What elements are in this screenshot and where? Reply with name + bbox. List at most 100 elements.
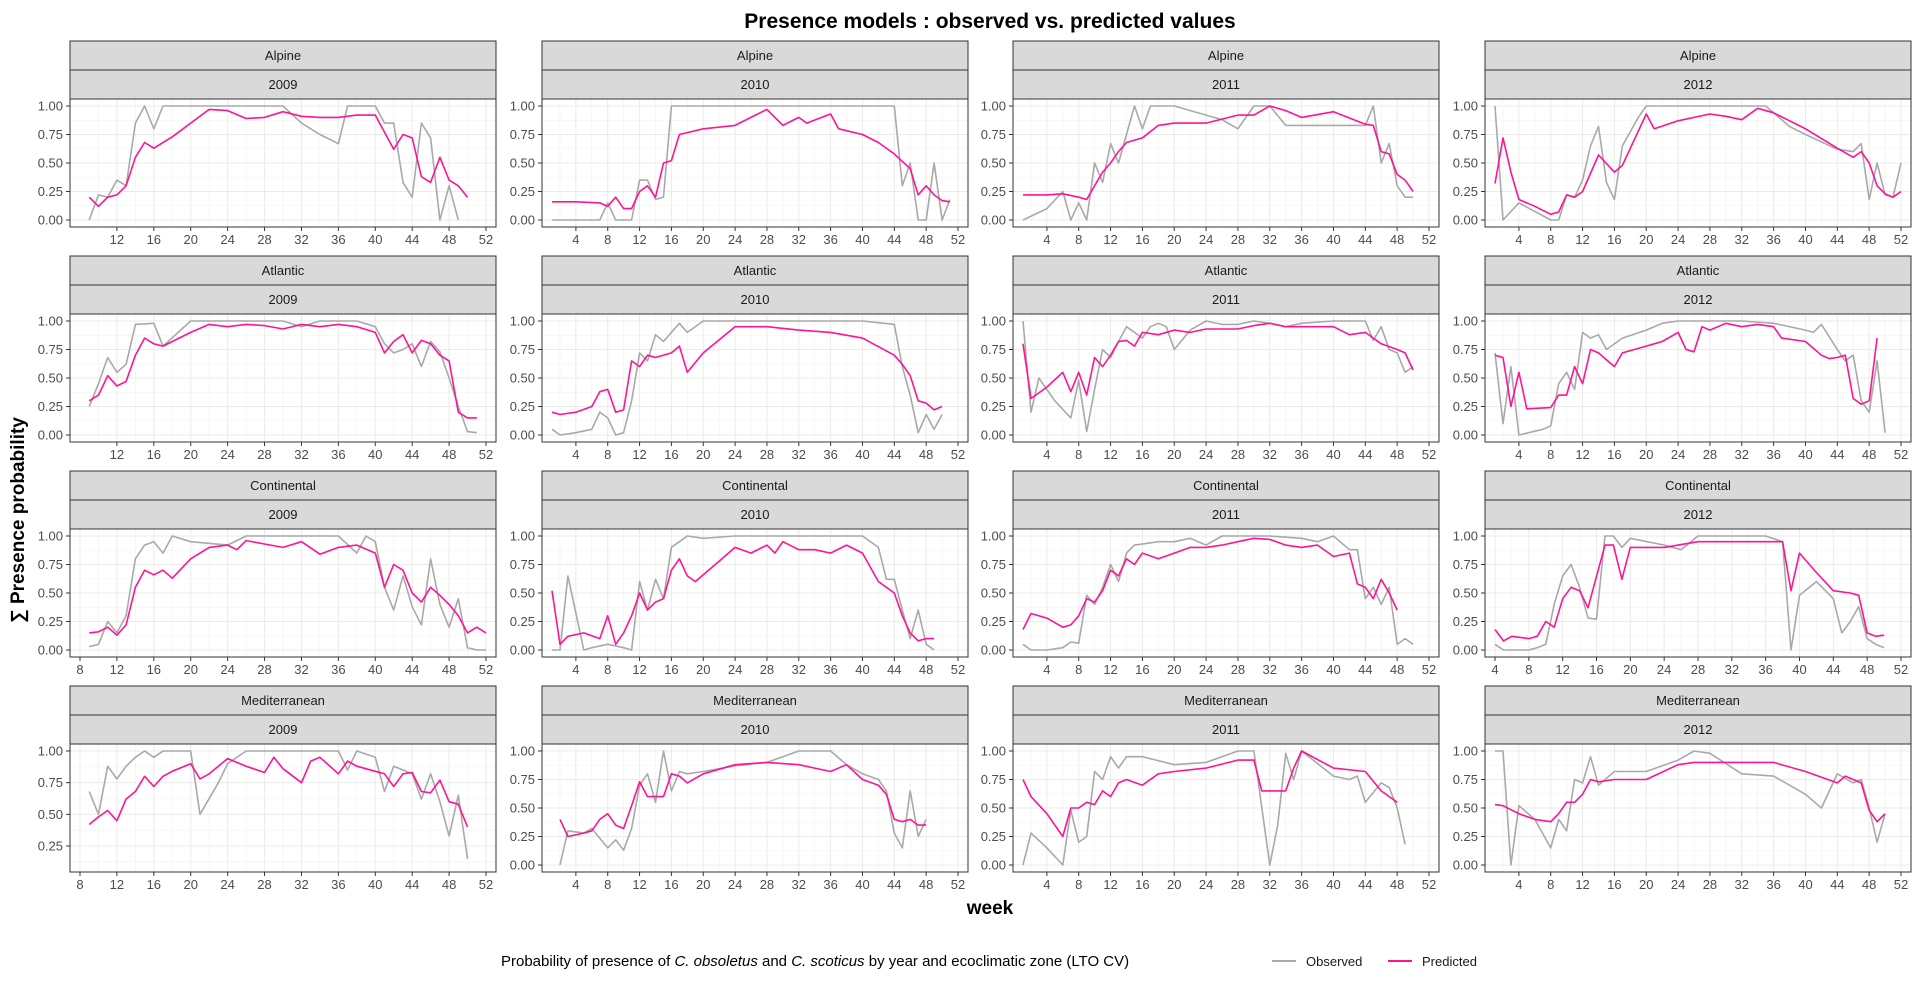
x-tick-label: 24 [728, 447, 742, 462]
x-tick-label: 36 [1758, 662, 1772, 677]
x-tick-label: 32 [1263, 662, 1277, 677]
strip-year-label: 2011 [1212, 722, 1240, 737]
observed-line [1495, 750, 1886, 866]
x-tick-label: 8 [1547, 232, 1554, 247]
x-tick-label: 52 [1422, 232, 1436, 247]
strip-zone [541, 40, 969, 71]
x-tick-label: 40 [1798, 232, 1812, 247]
x-tick-label: 32 [792, 662, 806, 677]
y-tick-label: 0.50 [38, 371, 63, 386]
x-tick-label: 28 [257, 447, 271, 462]
y-tick-label: 0.00 [1453, 643, 1478, 658]
x-tick-label: 28 [1703, 232, 1717, 247]
y-tick-label: 0.25 [981, 829, 1006, 844]
strip-year-label: 2009 [269, 292, 298, 307]
y-tick-label: 0.75 [981, 342, 1006, 357]
y-tick-label: 0.00 [510, 643, 535, 658]
x-tick-label: 52 [1422, 662, 1436, 677]
strip-year [69, 714, 497, 745]
x-tick-label: 4 [1515, 877, 1522, 892]
x-tick-label: 12 [1555, 662, 1569, 677]
x-tick-label: 32 [1735, 232, 1749, 247]
y-tick-label: 1.00 [981, 744, 1006, 759]
y-tick-label: 0.75 [510, 342, 535, 357]
x-tick-label: 28 [1231, 232, 1245, 247]
x-tick-label: 24 [1671, 447, 1685, 462]
y-tick-label: 1.00 [38, 744, 63, 759]
legend-caption-italic: C. obsoletus [674, 953, 758, 970]
x-axis-title: week [966, 898, 1014, 919]
strip-zone-label: Mediterranean [1656, 693, 1740, 708]
strip-zone-label: Atlantic [1205, 263, 1248, 278]
x-tick-label: 40 [1792, 662, 1806, 677]
x-tick-label: 20 [1167, 232, 1181, 247]
x-tick-label: 12 [110, 662, 124, 677]
x-tick-label: 4 [1515, 447, 1522, 462]
y-tick-label: 0.25 [1453, 829, 1478, 844]
x-tick-label: 52 [479, 447, 493, 462]
y-tick-label: 0.50 [1453, 586, 1478, 601]
strip-year [1484, 499, 1912, 530]
x-tick-label: 12 [1575, 447, 1589, 462]
facet-panels: Alpine 2009 0.00 0.25 0.50 0.75 1.00 12 16 20 24 28… [38, 40, 1912, 892]
x-tick-label: 24 [220, 662, 234, 677]
predicted-line [551, 325, 943, 416]
x-tick-label: 44 [1826, 662, 1840, 677]
y-tick-label: 0.75 [981, 127, 1006, 142]
x-tick-label: 52 [1422, 877, 1436, 892]
strip-zone-label: Atlantic [1677, 263, 1720, 278]
x-tick-label: 40 [1326, 662, 1340, 677]
y-tick-label: 0.50 [38, 586, 63, 601]
x-tick-label: 12 [1103, 447, 1117, 462]
x-tick-label: 40 [1798, 877, 1812, 892]
observed-line [1494, 535, 1885, 651]
x-tick-label: 48 [1862, 232, 1876, 247]
x-tick-label: 12 [1103, 877, 1117, 892]
observed-line [552, 105, 951, 221]
legend-caption-part: by year and ecoclimatic zone (LTO CV) [865, 953, 1130, 970]
strip-zone [1012, 470, 1440, 501]
x-tick-label: 8 [1075, 232, 1082, 247]
x-tick-label: 12 [632, 877, 646, 892]
y-tick-label: 1.00 [38, 529, 63, 544]
x-tick-label: 20 [1639, 877, 1653, 892]
panel-continental-2009: Continental 2009 0.00 0.25 0.50 0.75 1.00 8 12 16… [38, 470, 497, 677]
x-tick-label: 12 [110, 877, 124, 892]
strip-zone [69, 685, 497, 716]
x-tick-label: 28 [1231, 447, 1245, 462]
x-tick-label: 32 [792, 877, 806, 892]
x-tick-label: 32 [294, 662, 308, 677]
y-tick-label: 0.25 [38, 399, 63, 414]
strip-zone-label: Continental [250, 478, 316, 493]
strip-zone [541, 470, 969, 501]
x-tick-label: 4 [572, 662, 579, 677]
panel-alpine-2009: Alpine 2009 0.00 0.25 0.50 0.75 1.00 12 16 20 24 28… [38, 40, 497, 247]
y-tick-label: 0.25 [510, 184, 535, 199]
observed-line [88, 750, 469, 859]
x-tick-label: 8 [1547, 877, 1554, 892]
x-tick-label: 52 [1894, 662, 1908, 677]
x-tick-label: 16 [1607, 232, 1621, 247]
strip-zone-label: Alpine [737, 48, 773, 63]
x-tick-label: 24 [220, 232, 234, 247]
strip-year-label: 2009 [269, 77, 298, 92]
x-tick-label: 32 [294, 232, 308, 247]
x-tick-label: 24 [1671, 877, 1685, 892]
predicted-line [88, 323, 477, 419]
x-tick-label: 44 [1358, 232, 1372, 247]
x-tick-label: 52 [479, 877, 493, 892]
legend-caption: Probability of presence of C. obsoletus … [501, 953, 1129, 970]
y-tick-label: 0.00 [510, 858, 535, 873]
x-tick-label: 40 [1798, 447, 1812, 462]
predicted-line [1023, 105, 1414, 201]
x-tick-label: 24 [1199, 447, 1213, 462]
y-tick-label: 0.25 [981, 399, 1006, 414]
x-tick-label: 24 [728, 232, 742, 247]
x-tick-label: 20 [183, 662, 197, 677]
x-tick-label: 40 [1326, 877, 1340, 892]
